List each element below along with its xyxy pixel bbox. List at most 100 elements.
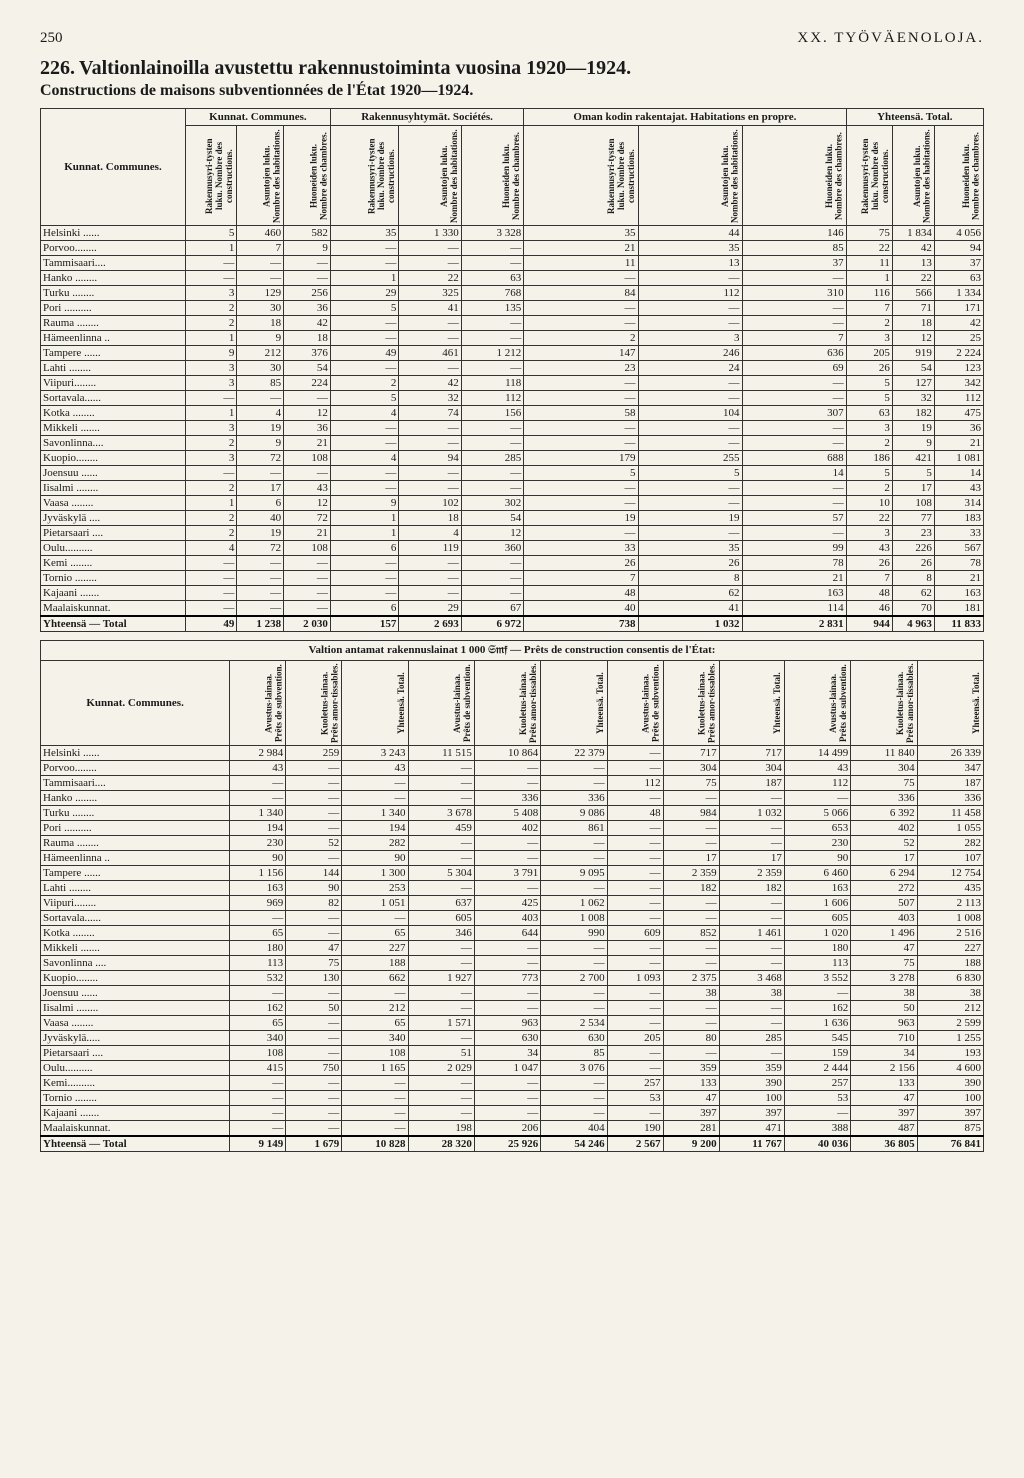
cell: 21 (934, 571, 983, 586)
table-1-group-header: Kunnat. Communes. Kunnat. Communes. Rake… (41, 109, 984, 126)
cell: 272 (851, 881, 917, 896)
cell: 487 (851, 1121, 917, 1137)
cell: 1 055 (917, 821, 983, 836)
table-row: Pietarsaari ....108—108513485———15934193 (41, 1046, 984, 1061)
cell: 75 (846, 226, 892, 241)
cell: — (784, 986, 850, 1001)
cell: — (742, 316, 846, 331)
cell: 750 (286, 1061, 342, 1076)
cell: 146 (742, 226, 846, 241)
cell: 147 (524, 346, 638, 361)
table-row: Rauma ........23052282——————23052282 (41, 836, 984, 851)
cell: 21 (284, 526, 331, 541)
cell: — (541, 881, 607, 896)
t1-group-3: Yhteensä. Total. (846, 109, 983, 126)
cell: 38 (851, 986, 917, 1001)
cell: 653 (784, 821, 850, 836)
table-row: Turku ........31292562932576884112310116… (41, 286, 984, 301)
cell: 4 (185, 541, 236, 556)
t1-col-2: Huoneiden luku. Nombre des chambres. (284, 126, 331, 226)
cell: 212 (917, 1001, 983, 1016)
cell: — (607, 911, 663, 926)
cell: 40 (237, 511, 284, 526)
cell: — (230, 1121, 286, 1137)
cell: 636 (742, 346, 846, 361)
cell: 359 (719, 1061, 784, 1076)
cell: 605 (784, 911, 850, 926)
cell: 186 (846, 451, 892, 466)
cell: — (230, 791, 286, 806)
cell: 21 (934, 436, 983, 451)
cell: — (638, 301, 742, 316)
cell: 42 (892, 241, 934, 256)
cell: — (230, 911, 286, 926)
t2-col-0: Avustus-lainaa. Prêts de subvention. (230, 661, 286, 746)
cell: — (330, 466, 399, 481)
cell: — (607, 1106, 663, 1121)
cell: 1 032 (719, 806, 784, 821)
cell: — (399, 316, 461, 331)
cell: 3 (185, 376, 236, 391)
cell: 1 081 (934, 451, 983, 466)
cell: 425 (474, 896, 540, 911)
cell: 47 (851, 941, 917, 956)
row-name: Helsinki ...... (41, 746, 230, 761)
cell: — (541, 761, 607, 776)
cell: 21 (284, 436, 331, 451)
cell: 390 (719, 1076, 784, 1091)
cell: 963 (851, 1016, 917, 1031)
cell: — (607, 881, 663, 896)
t2-col-1: Kuoletus-lainaa. Prêts amor-tissables. (286, 661, 342, 746)
cell: 644 (474, 926, 540, 941)
cell: 112 (607, 776, 663, 791)
cell: — (185, 271, 236, 286)
cell: 133 (851, 1076, 917, 1091)
cell: — (638, 436, 742, 451)
cell: 360 (461, 541, 523, 556)
cell: 90 (784, 851, 850, 866)
cell: — (461, 436, 523, 451)
cell: 340 (342, 1031, 408, 1046)
cell: — (607, 1061, 663, 1076)
table-row: Pietarsaari ....219211412———32333 (41, 526, 984, 541)
cell: — (541, 851, 607, 866)
cell: 1 340 (230, 806, 286, 821)
cell: 256 (284, 286, 331, 301)
cell: 314 (934, 496, 983, 511)
cell: — (330, 436, 399, 451)
cell: — (638, 526, 742, 541)
cell: — (237, 556, 284, 571)
t1-group-2: Oman kodin rakentajat. Habitations en pr… (524, 109, 846, 126)
cell: — (237, 256, 284, 271)
cell: 1 062 (541, 896, 607, 911)
cell: 12 (892, 331, 934, 346)
cell: — (286, 821, 342, 836)
cell: 7 (742, 331, 846, 346)
table-row: Kuopio........5321306621 9277732 7001 09… (41, 971, 984, 986)
t1-group-1: Rakennusyhtymät. Sociétés. (330, 109, 523, 126)
cell: — (408, 986, 474, 1001)
cell: 10 (846, 496, 892, 511)
cell: — (408, 836, 474, 851)
cell: — (330, 241, 399, 256)
cell: 34 (851, 1046, 917, 1061)
row-name: Tornio ........ (41, 571, 186, 586)
cell: 2 156 (851, 1061, 917, 1076)
cell: 567 (934, 541, 983, 556)
row-name: Kotka ........ (41, 926, 230, 941)
cell: — (408, 776, 474, 791)
cell: 19 (524, 511, 638, 526)
t2-col-7: Kuoletus-lainaa. Prêts amor-tissables. (663, 661, 719, 746)
cell: — (742, 301, 846, 316)
cell: 37 (934, 256, 983, 271)
cell: 5 (185, 226, 236, 241)
cell: — (408, 851, 474, 866)
cell: 14 (934, 466, 983, 481)
table-2-body: Helsinki ......2 9842593 24311 51510 864… (41, 746, 984, 1152)
cell: 2 (185, 301, 236, 316)
cell: 180 (230, 941, 286, 956)
cell: 25 (934, 331, 983, 346)
t1-col-0: Rakennusyri-tysten luku. Nombre des cons… (185, 126, 236, 226)
table-1-rowlabel: Kunnat. Communes. (41, 109, 186, 226)
cell: 22 (846, 511, 892, 526)
